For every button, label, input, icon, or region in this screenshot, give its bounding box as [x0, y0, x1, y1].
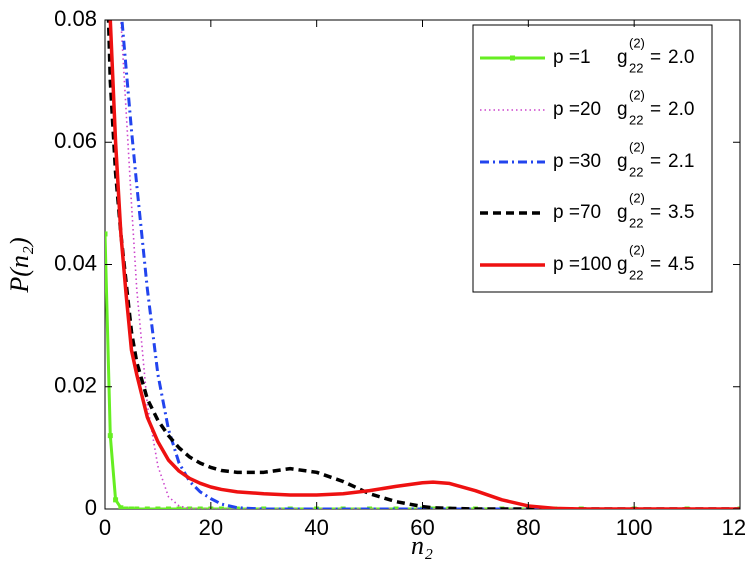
legend-g: g — [617, 151, 628, 172]
legend-g: g — [617, 47, 628, 68]
series-line — [106, 20, 740, 509]
legend-g-value: 2.0 — [668, 47, 694, 68]
y-axis-label: P(n₂) — [5, 237, 34, 293]
x-tick-label: 100 — [616, 515, 653, 540]
legend-g-sub: 22 — [629, 215, 643, 230]
marker — [144, 506, 150, 509]
series-line — [108, 20, 740, 509]
x-tick-label: 20 — [199, 515, 223, 540]
legend-g-sub: 22 — [629, 267, 643, 282]
marker — [393, 506, 399, 509]
marker — [107, 433, 113, 439]
marker — [197, 506, 203, 509]
marker — [155, 506, 161, 509]
legend-eq: = — [650, 47, 661, 68]
legend-eq: = — [650, 99, 661, 120]
legend-marker — [510, 55, 515, 61]
legend-label: p =30 — [553, 151, 601, 172]
marker — [118, 505, 124, 509]
marker — [113, 497, 119, 503]
legend-g-sup: (2) — [629, 190, 645, 205]
y-tick-label: 0.06 — [54, 128, 97, 153]
y-tick-label: 0.08 — [54, 6, 97, 31]
legend-g-sup: (2) — [629, 87, 645, 102]
legend-eq: = — [650, 151, 661, 172]
marker — [187, 506, 193, 509]
legend-eq: = — [650, 202, 661, 223]
legend-g-value: 4.5 — [668, 254, 694, 275]
marker — [105, 231, 108, 237]
x-tick-label: 0 — [99, 515, 111, 540]
legend-g-sub: 22 — [629, 164, 643, 179]
legend-g: g — [617, 99, 628, 120]
legend-g-sup: (2) — [629, 242, 645, 257]
legend-g-sub: 22 — [629, 60, 643, 75]
marker — [128, 506, 134, 509]
plot-lines — [105, 20, 740, 509]
legend-g-sub: 22 — [629, 112, 643, 127]
marker — [234, 506, 240, 509]
x-tick-label: 40 — [304, 515, 328, 540]
x-tick-label: 60 — [410, 515, 434, 540]
x-tick-label: 80 — [516, 515, 540, 540]
y-tick-label: 0 — [85, 495, 97, 520]
marker — [123, 506, 129, 509]
legend-label: p =20 — [553, 99, 601, 120]
legend-g-value: 2.0 — [668, 99, 694, 120]
y-tick-label: 0.02 — [54, 373, 97, 398]
series-line — [120, 20, 740, 509]
legend-label: p =1 — [553, 47, 591, 68]
marker — [134, 506, 140, 509]
legend-g: g — [617, 254, 628, 275]
marker — [176, 506, 182, 509]
marker — [261, 506, 267, 509]
legend-box — [472, 24, 713, 293]
legend-g-value: 2.1 — [668, 151, 694, 172]
x-axis-label: n₂ — [411, 531, 433, 560]
marker — [166, 506, 171, 509]
y-tick-label: 0.04 — [54, 250, 97, 275]
legend-g-value: 3.5 — [668, 202, 694, 223]
legend-eq: = — [650, 254, 661, 275]
legend-g-sup: (2) — [629, 139, 645, 154]
legend-label: p =70 — [553, 202, 601, 223]
legend-g-sup: (2) — [629, 35, 645, 50]
legend-label: p =100 — [553, 254, 612, 275]
marker — [218, 506, 224, 509]
x-tick-label: 120 — [722, 515, 747, 540]
legend-g: g — [617, 202, 628, 223]
marker — [430, 506, 436, 509]
